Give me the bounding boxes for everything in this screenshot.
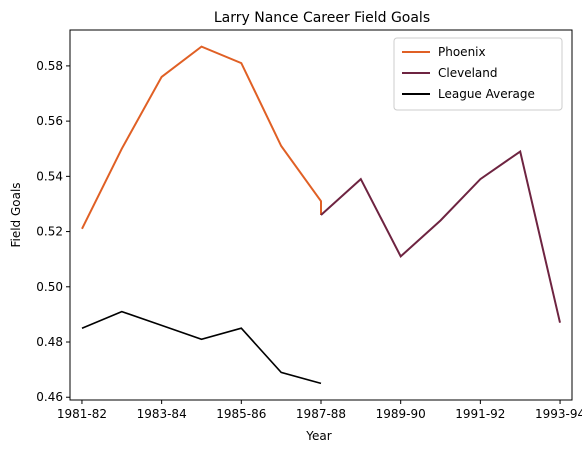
series-line-phoenix (81, 45, 322, 230)
y-tick-label: 0.50 (36, 280, 63, 294)
y-tick-label: 0.56 (36, 114, 63, 128)
series-layer (81, 45, 561, 385)
x-tick-label: 1985-86 (216, 407, 266, 421)
x-tick-label: 1981-82 (57, 407, 107, 421)
y-tick-label: 0.46 (36, 390, 63, 404)
x-axis: 1981-82 1983-84 1985-86 1987-88 1989-90 1991-… (57, 400, 582, 421)
x-tick-label: 1983-84 (137, 407, 187, 421)
series-line-league-average (81, 310, 322, 385)
y-axis-label: Field Goals (9, 182, 23, 247)
x-tick-label: 1989-90 (376, 407, 426, 421)
x-tick-label: 1987-88 (296, 407, 346, 421)
y-tick-label: 0.48 (36, 335, 63, 349)
legend-box (393, 37, 563, 111)
y-tick-label: 0.54 (36, 169, 63, 183)
legend-label: Phoenix (438, 45, 486, 59)
y-axis: 0.46 0.48 0.50 0.52 0.54 0.56 0.58 (36, 59, 70, 404)
legend: Phoenix Cleveland League Average (393, 37, 563, 111)
chart-title: Larry Nance Career Field Goals (214, 10, 430, 26)
y-tick-label: 0.52 (36, 225, 63, 239)
x-axis-label: Year (305, 429, 331, 443)
x-tick-label: 1993-94 (535, 407, 582, 421)
series-line-cleveland (320, 149, 561, 323)
y-tick-label: 0.58 (36, 59, 63, 73)
x-tick-label: 1991-92 (455, 407, 505, 421)
legend-label: League Average (438, 87, 535, 101)
legend-label: Cleveland (438, 66, 498, 80)
